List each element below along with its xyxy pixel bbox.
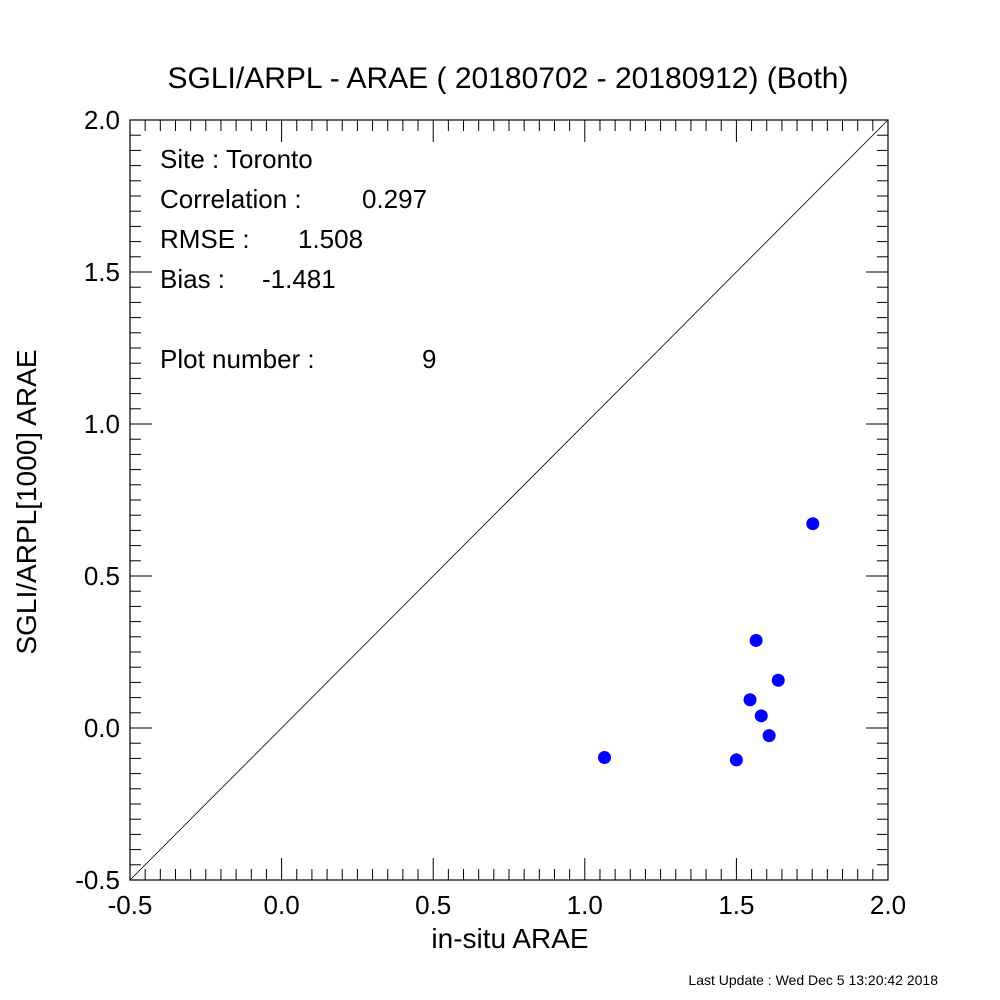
data-points bbox=[598, 517, 820, 767]
data-point bbox=[743, 693, 757, 707]
data-point bbox=[771, 673, 785, 687]
y-axis-label: SGLI/ARPL[1000] ARAE bbox=[11, 349, 42, 654]
y-tick-label: 1.0 bbox=[84, 409, 120, 439]
y-tick-label: 2.0 bbox=[84, 105, 120, 135]
x-axis-label: in-situ ARAE bbox=[431, 923, 588, 954]
stat-bias-value: -1.481 bbox=[262, 264, 336, 294]
x-tick-label: 0.0 bbox=[264, 890, 300, 920]
stat-rmse-label: RMSE : bbox=[160, 224, 250, 254]
data-point bbox=[762, 729, 776, 743]
stat-bias-label: Bias : bbox=[160, 264, 225, 294]
x-tick-label: 1.5 bbox=[718, 890, 754, 920]
y-tick-label: 0.0 bbox=[84, 713, 120, 743]
y-tick-label: 0.5 bbox=[84, 561, 120, 591]
stat-rmse-value: 1.508 bbox=[298, 224, 363, 254]
x-tick-label: 2.0 bbox=[870, 890, 906, 920]
stat-site: Site : Toronto bbox=[160, 144, 313, 174]
x-tick-label: -0.5 bbox=[108, 890, 153, 920]
reference-line-group bbox=[129, 119, 889, 881]
stat-plot-number-label: Plot number : bbox=[160, 344, 315, 374]
tick-labels: -0.5 0.0 0.5 1.0 1.5 2.0 -0.5 0.0 0.5 1.0 1.5 2.0 bbox=[75, 105, 906, 920]
data-point bbox=[806, 517, 820, 531]
stat-plot-number-value: 9 bbox=[422, 344, 436, 374]
data-point bbox=[749, 633, 763, 647]
x-tick-label: 1.0 bbox=[567, 890, 603, 920]
stat-correlation-value: 0.297 bbox=[362, 184, 427, 214]
one-to-one-line bbox=[129, 119, 889, 881]
last-update-text: Last Update : Wed Dec 5 13:20:42 2018 bbox=[688, 972, 938, 988]
chart-title: SGLI/ARPL - ARAE ( 20180702 - 20180912) … bbox=[168, 62, 849, 95]
tick-marks bbox=[129, 119, 889, 881]
y-tick-label: 1.5 bbox=[84, 257, 120, 287]
x-tick-label: 0.5 bbox=[415, 890, 451, 920]
data-point bbox=[598, 750, 612, 764]
data-point bbox=[754, 709, 768, 723]
data-point bbox=[729, 753, 743, 767]
statistics-box: Site : Toronto Correlation : 0.297 RMSE … bbox=[160, 144, 436, 374]
stat-correlation-label: Correlation : bbox=[160, 184, 302, 214]
y-tick-label: -0.5 bbox=[75, 865, 120, 895]
